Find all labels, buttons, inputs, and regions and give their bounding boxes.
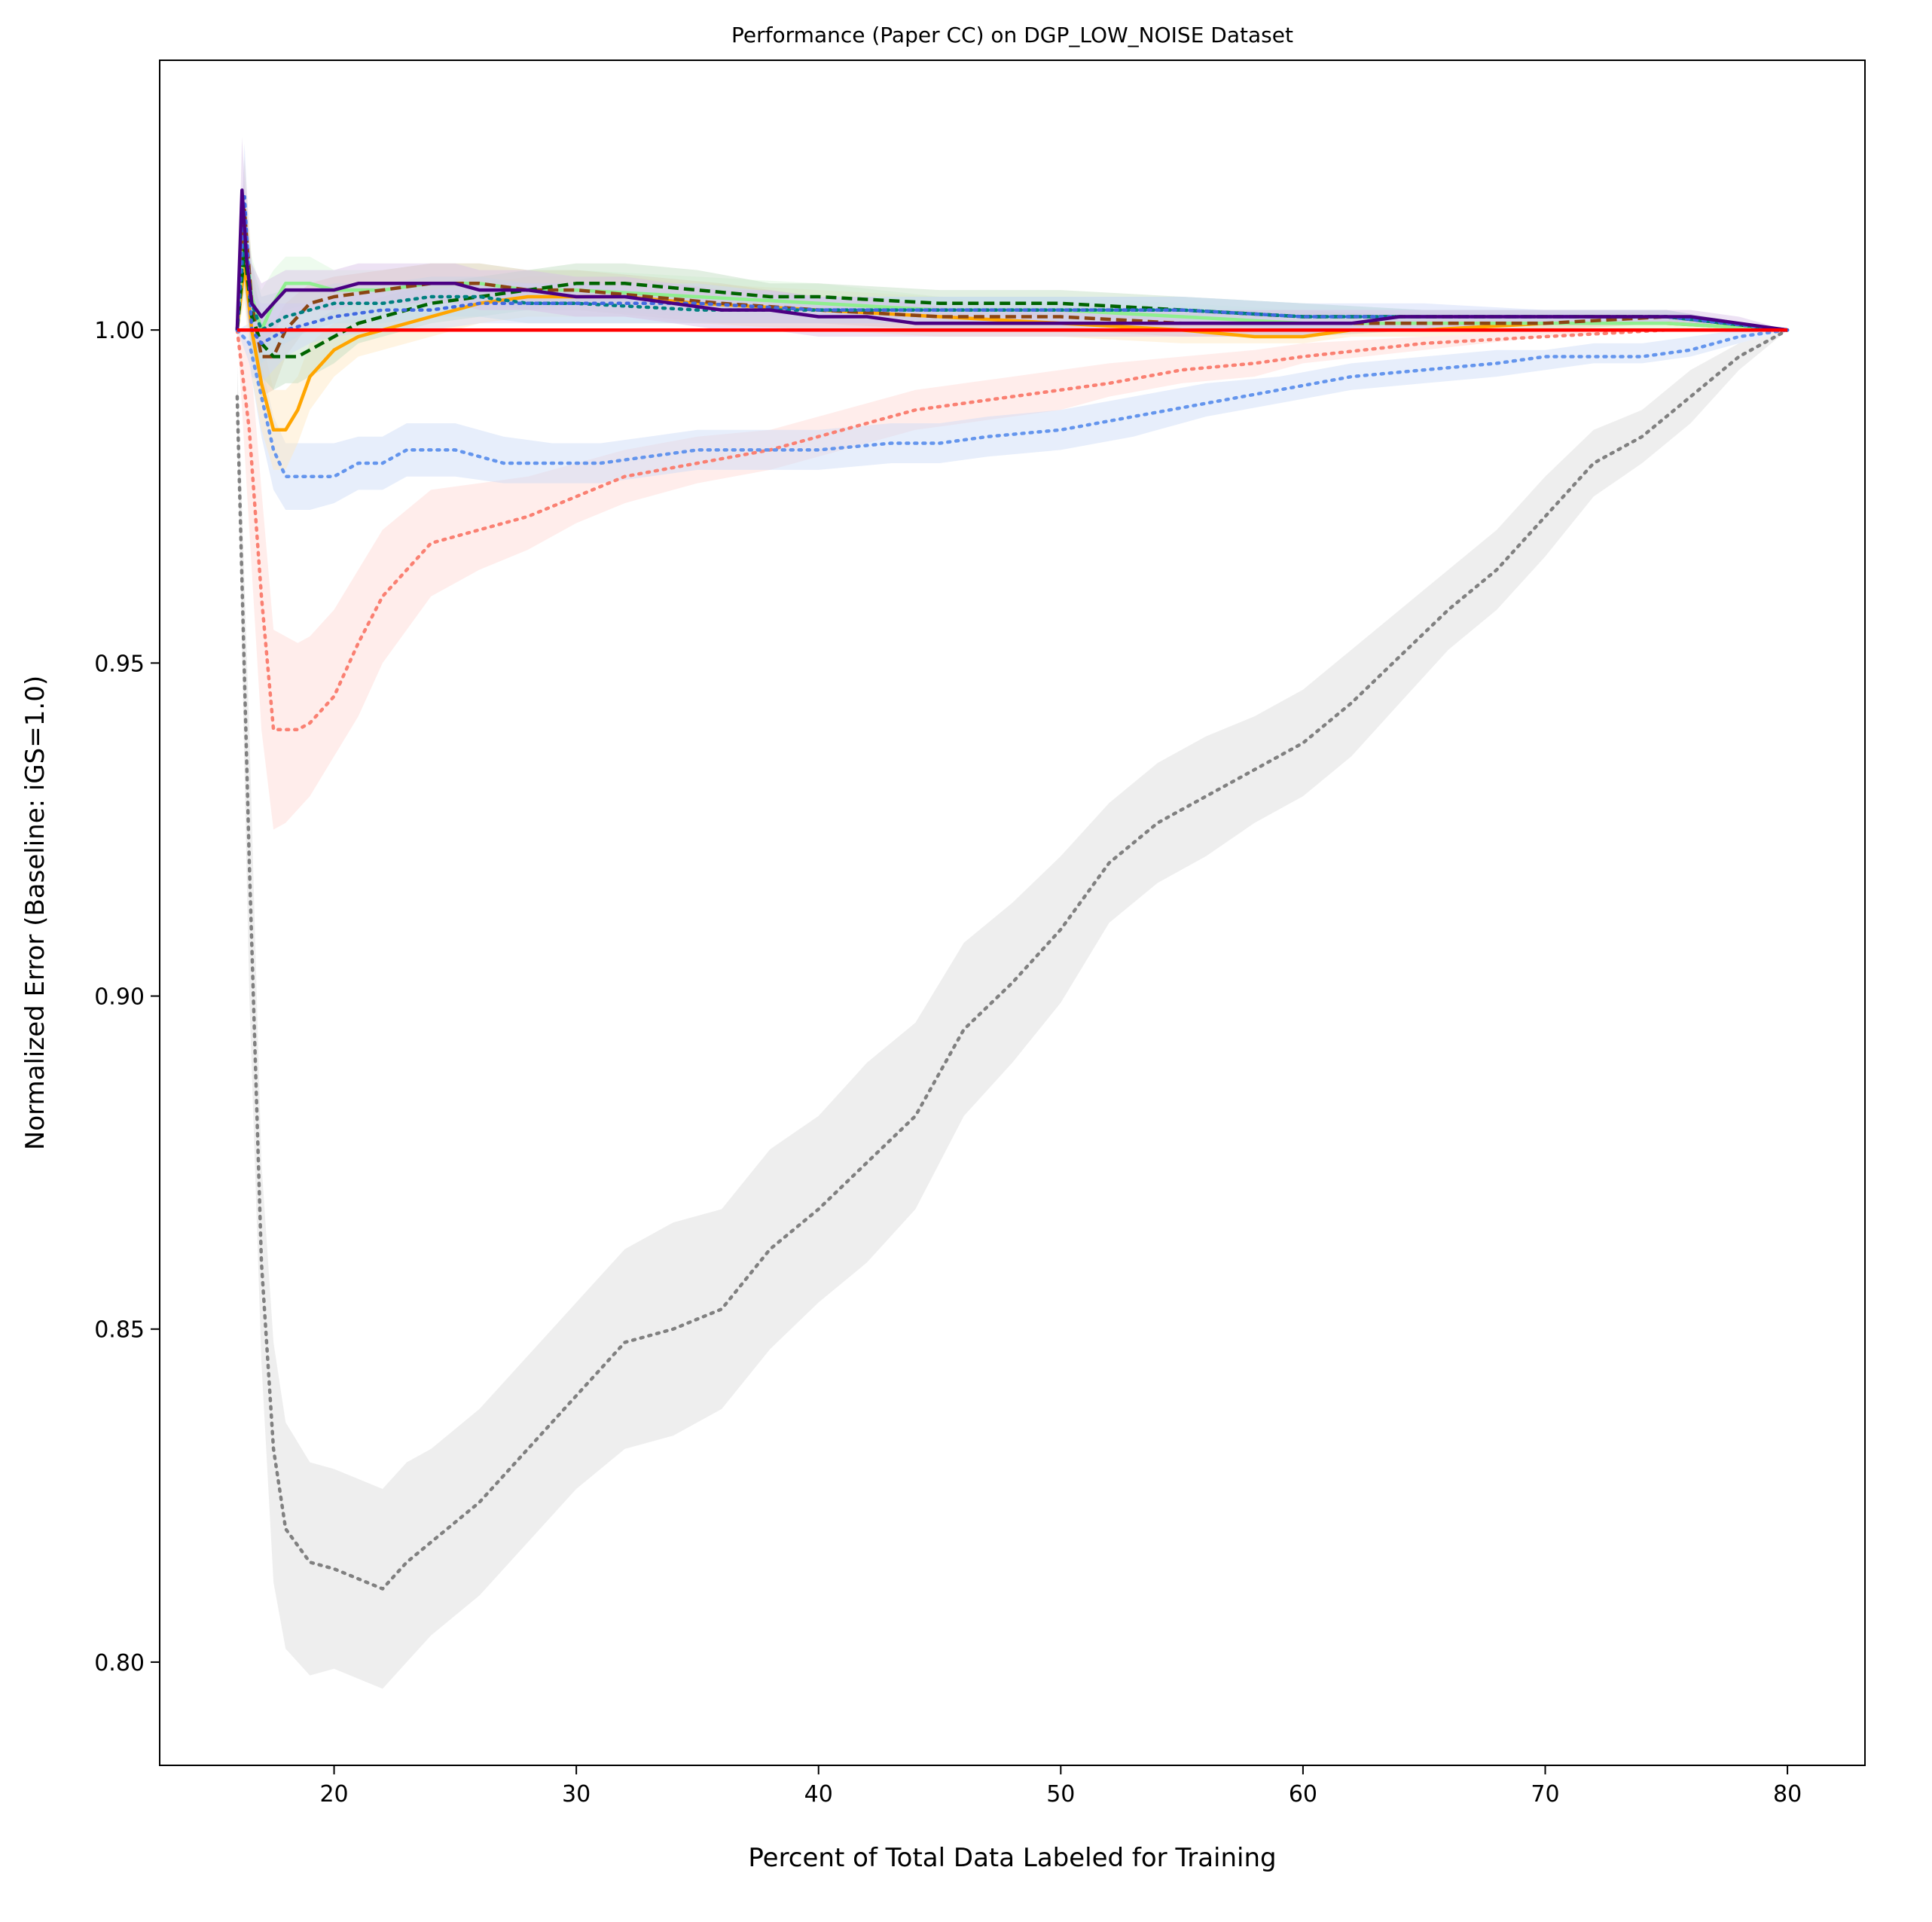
series-7-line — [235, 235, 1790, 332]
y-tick-label: 0.95 — [94, 651, 145, 677]
x-tick-label: 40 — [804, 1781, 833, 1808]
x-axis-ticks: 20 30 40 50 60 70 80 — [319, 1765, 1802, 1808]
series-2-band — [237, 323, 1788, 510]
x-tick-label: 60 — [1289, 1781, 1317, 1808]
x-tick-label: 30 — [562, 1781, 591, 1808]
series-5-band — [237, 157, 1788, 397]
series-1-line — [235, 328, 1790, 732]
x-axis-label: Percent of Total Data Labeled for Traini… — [748, 1843, 1276, 1873]
series-0-line — [235, 328, 1790, 1591]
y-tick-label: 0.80 — [94, 1650, 145, 1676]
series-8-line — [235, 195, 1790, 346]
y-axis-ticks: 0.80 0.85 0.90 0.95 1.00 — [94, 318, 160, 1676]
series-2-line — [235, 328, 1790, 478]
series-lines — [235, 188, 1790, 1591]
chart-title: Performance (Paper CC) on DGP_LOW_NOISE … — [731, 23, 1293, 47]
x-tick-label: 80 — [1773, 1781, 1802, 1808]
plot-frame — [159, 59, 1866, 1766]
series-1-band — [237, 330, 1788, 830]
series-0-band — [237, 330, 1788, 1689]
y-tick-label: 0.85 — [94, 1317, 145, 1344]
x-tick-label: 20 — [319, 1781, 348, 1808]
plot-area — [235, 136, 1790, 1689]
y-tick-label: 0.90 — [94, 984, 145, 1011]
x-tick-label: 50 — [1046, 1781, 1075, 1808]
y-axis-label: Normalized Error (Baseline: iGS=1.0) — [20, 676, 50, 1150]
series-9-line — [235, 188, 1788, 332]
series-3-line — [235, 261, 1788, 432]
y-tick-label: 1.00 — [94, 318, 145, 344]
x-tick-label: 70 — [1531, 1781, 1559, 1808]
series-6-band — [237, 210, 1788, 390]
